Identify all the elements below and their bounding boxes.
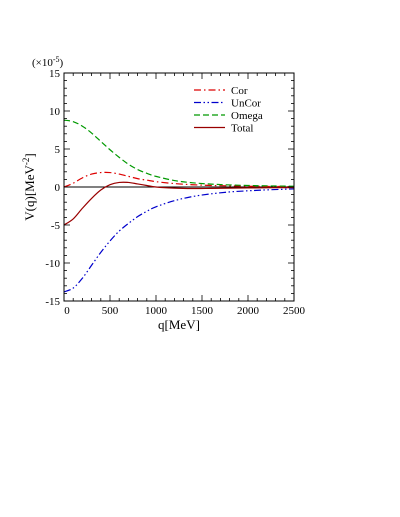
y-axis-label: V(q)[MeV-2] bbox=[21, 153, 37, 220]
y-axis-label-close: ] bbox=[22, 153, 37, 157]
legend-label-total: Total bbox=[231, 123, 253, 135]
x-tick-label: 0 bbox=[64, 305, 70, 317]
series-line-omega bbox=[63, 119, 295, 187]
y-tick-label: -5 bbox=[51, 220, 61, 232]
legend-label-cor: Cor bbox=[231, 85, 248, 97]
scale-note-close: ) bbox=[60, 57, 64, 69]
scale-note: (×10-5) bbox=[32, 55, 64, 69]
y-tick-label: 5 bbox=[55, 144, 61, 156]
x-axis-label: q[MeV] bbox=[158, 317, 200, 332]
legend-label-omega: Omega bbox=[231, 110, 263, 122]
y-tick-label: 15 bbox=[49, 68, 61, 80]
legend-label-uncor: UnCor bbox=[231, 98, 261, 110]
y-tick-label: -10 bbox=[45, 258, 60, 270]
y-tick-label: 10 bbox=[49, 106, 61, 118]
x-tick-label: 2500 bbox=[283, 305, 306, 317]
y-axis-label-exponent: -2 bbox=[21, 158, 31, 166]
y-tick-label: -15 bbox=[45, 296, 60, 308]
scale-note-exponent: -5 bbox=[53, 55, 60, 64]
series-line-total bbox=[63, 181, 295, 226]
y-tick-label: 0 bbox=[55, 182, 61, 194]
x-tick-label: 2000 bbox=[237, 305, 260, 317]
x-tick-label: 500 bbox=[102, 305, 119, 317]
series-line-uncor bbox=[63, 188, 295, 293]
x-tick-label: 1500 bbox=[191, 305, 214, 317]
x-tick-label: 1000 bbox=[145, 305, 168, 317]
series-line-cor bbox=[63, 171, 295, 188]
